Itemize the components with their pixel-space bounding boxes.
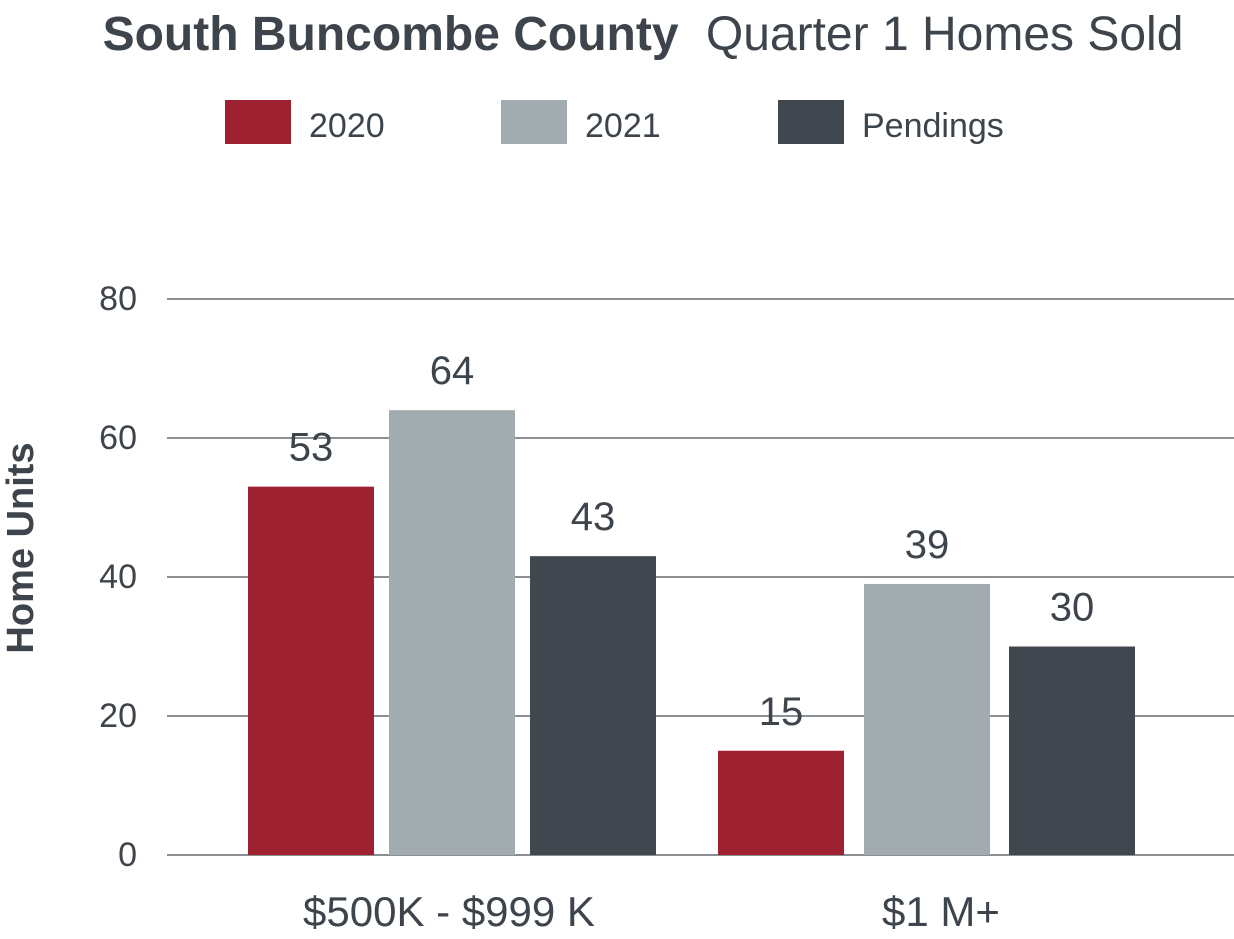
bar-pendings bbox=[530, 556, 656, 855]
data-label: 53 bbox=[289, 426, 334, 470]
chart-title-bold: South Buncombe County bbox=[103, 8, 679, 61]
y-tick-label: 80 bbox=[99, 280, 137, 318]
y-tick-label: 20 bbox=[99, 697, 137, 735]
chart-title-regular: Quarter 1 Homes Sold bbox=[706, 8, 1184, 61]
y-tick-label: 40 bbox=[99, 558, 137, 596]
legend-label: 2021 bbox=[585, 107, 661, 145]
bar-pendings bbox=[1009, 646, 1135, 855]
y-axis-ticks: 0 20 40 60 80 bbox=[99, 280, 137, 874]
bar-2020 bbox=[718, 750, 844, 855]
value-labels: 53 64 43 15 39 30 bbox=[289, 349, 1095, 734]
y-tick-label: 60 bbox=[99, 419, 137, 457]
bar-2021 bbox=[389, 410, 515, 855]
data-label: 64 bbox=[430, 349, 475, 393]
y-tick-label: 0 bbox=[118, 836, 137, 874]
legend: 2020 2021 Pendings bbox=[225, 100, 1004, 145]
legend-label: Pendings bbox=[862, 107, 1004, 145]
x-tick-label: $500K - $999 K bbox=[303, 888, 595, 935]
x-axis-ticks: $500K - $999 K $1 M+ bbox=[303, 888, 1000, 935]
legend-label: 2020 bbox=[309, 107, 385, 145]
data-label: 15 bbox=[759, 690, 804, 734]
bars bbox=[248, 410, 1135, 855]
chart-title: South Buncombe County Quarter 1 Homes So… bbox=[103, 8, 1184, 61]
legend-swatch bbox=[778, 100, 844, 144]
data-label: 43 bbox=[571, 495, 616, 539]
x-tick-label: $1 M+ bbox=[882, 888, 1000, 935]
legend-swatch bbox=[501, 100, 567, 144]
legend-swatch bbox=[225, 100, 291, 144]
bar-2020 bbox=[248, 486, 374, 855]
data-label: 30 bbox=[1050, 586, 1095, 630]
data-label: 39 bbox=[905, 523, 950, 567]
y-axis-label: Home Units bbox=[0, 442, 42, 653]
bar-2021 bbox=[864, 583, 990, 855]
